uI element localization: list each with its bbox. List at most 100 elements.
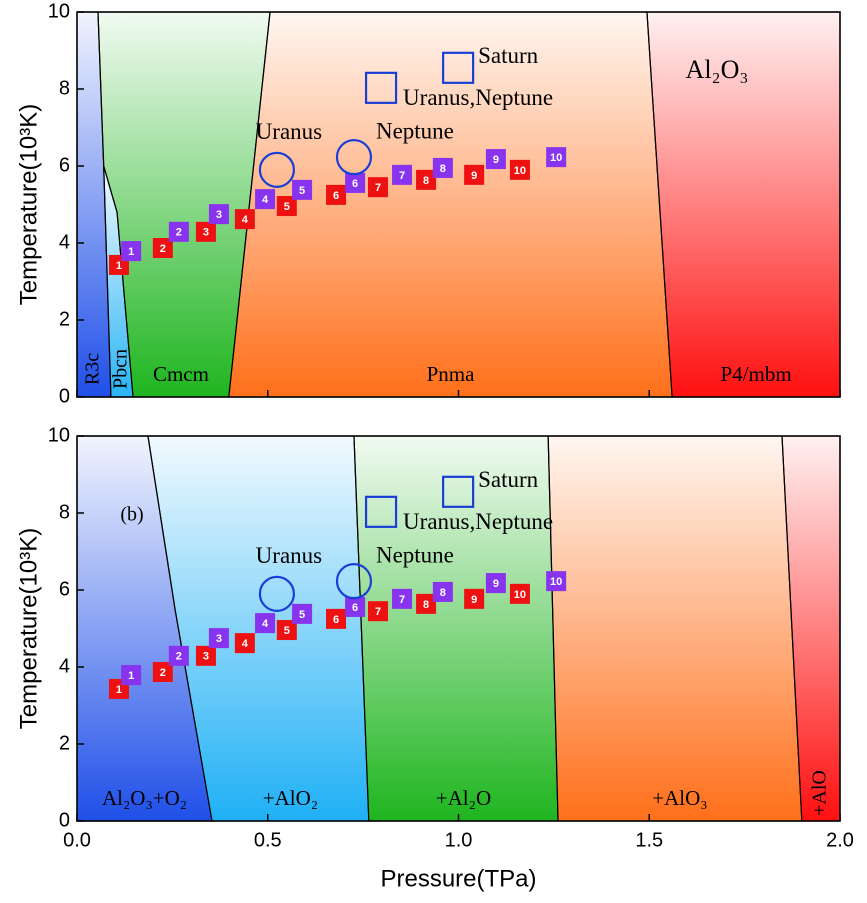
point-label: 3 (216, 209, 222, 221)
region-label: Pbcn (110, 349, 132, 389)
data-point (152, 662, 173, 683)
point-label: 5 (284, 625, 290, 637)
y-tick-label: 8 (59, 501, 70, 523)
point-label: 1 (116, 260, 122, 272)
planet-label: Uranus (256, 119, 322, 144)
region-label: +Al₂O (436, 786, 491, 810)
point-label: 2 (176, 651, 182, 663)
planet-label: Neptune (376, 542, 454, 567)
annotation: Al₂O₃ (686, 55, 749, 84)
data-point (345, 172, 366, 193)
point-label: 3 (203, 651, 209, 663)
data-point (255, 189, 276, 210)
point-label: 5 (284, 201, 290, 213)
x-tick-label: 1.5 (635, 829, 663, 851)
data-point (121, 241, 142, 262)
point-label: 8 (423, 599, 429, 611)
data-point (326, 608, 347, 629)
data-point (392, 164, 413, 185)
region-label: Pnma (427, 362, 476, 386)
data-point (392, 588, 413, 609)
data-point (432, 581, 453, 602)
point-label: 7 (399, 170, 405, 182)
data-point (152, 238, 173, 259)
region-label: Al₂O₃+O₂ (102, 786, 187, 810)
y-tick-label: 2 (59, 732, 70, 754)
phase-region (353, 435, 559, 822)
y-tick-label: 10 (48, 424, 70, 446)
data-point (292, 179, 313, 200)
point-label: 4 (262, 194, 269, 206)
data-point (368, 601, 389, 622)
data-point (195, 645, 216, 666)
x-axis-label: Pressure(TPa) (380, 865, 536, 892)
data-point (416, 169, 437, 190)
point-label: 2 (176, 227, 182, 239)
point-label: 9 (471, 594, 477, 606)
point-label: 6 (333, 190, 339, 202)
point-label: 7 (399, 594, 405, 606)
planet-marker (442, 475, 475, 508)
data-point (416, 593, 437, 614)
data-point (168, 645, 189, 666)
point-label: 4 (242, 214, 249, 226)
planet-marker (364, 71, 398, 104)
planet-label: Saturn (478, 467, 539, 492)
point-label: 8 (440, 163, 446, 175)
planet-label: Uranus (256, 543, 322, 568)
data-point (195, 221, 216, 242)
point-label: 1 (128, 246, 134, 258)
region-label: R3c (82, 353, 104, 385)
y-tick-label: 0 (59, 385, 70, 407)
region-label: +AlO (809, 770, 831, 816)
x-tick-label: 0.0 (63, 829, 91, 851)
point-label: 7 (375, 182, 381, 194)
point-label: 10 (550, 576, 562, 588)
planet-label: Uranus,Neptune (403, 85, 553, 110)
point-label: 7 (375, 606, 381, 618)
data-point (121, 665, 142, 686)
data-point (255, 613, 276, 634)
x-tick-label: 1.0 (445, 829, 473, 851)
data-point (326, 184, 347, 205)
y-tick-label: 6 (59, 154, 70, 176)
data-point (345, 596, 366, 617)
point-label: 6 (352, 602, 358, 614)
point-label: 5 (299, 609, 305, 621)
data-point (509, 583, 530, 604)
data-point (276, 196, 297, 217)
region-label: +AlO₃ (652, 786, 707, 810)
y-tick-label: 4 (59, 655, 70, 677)
x-tick-label: 2.0 (826, 829, 854, 851)
point-label: 4 (262, 618, 269, 630)
point-label: 3 (203, 227, 209, 239)
data-point (509, 159, 530, 180)
data-point (485, 573, 506, 594)
point-label: 2 (160, 667, 166, 679)
data-point (432, 157, 453, 178)
planet-label: Uranus,Neptune (403, 509, 553, 534)
y-tick-label: 2 (59, 308, 70, 330)
point-label: 2 (160, 243, 166, 255)
y-axis-label: Temperature(10³K) (15, 104, 42, 305)
planet-marker (442, 51, 475, 84)
point-label: 10 (514, 589, 526, 601)
x-tick-label: 0.5 (254, 829, 282, 851)
data-point (464, 164, 485, 185)
annotation: (b) (120, 504, 143, 526)
data-point (546, 147, 567, 168)
point-label: 9 (471, 170, 477, 182)
y-axis-label: Temperature(10³K) (15, 528, 42, 729)
point-label: 1 (116, 684, 122, 696)
data-point (234, 633, 255, 654)
region-label: Cmcm (153, 362, 209, 386)
data-point (485, 149, 506, 170)
y-tick-label: 0 (59, 809, 70, 831)
data-point (276, 620, 297, 641)
point-label: 5 (299, 185, 305, 197)
point-label: 9 (493, 154, 499, 166)
data-point (292, 603, 313, 624)
point-label: 6 (352, 178, 358, 190)
y-tick-label: 10 (48, 0, 70, 22)
